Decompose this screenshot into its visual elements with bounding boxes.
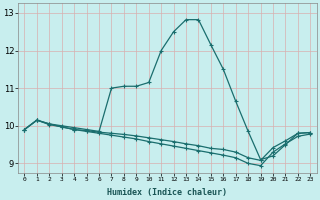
X-axis label: Humidex (Indice chaleur): Humidex (Indice chaleur) xyxy=(108,188,228,197)
